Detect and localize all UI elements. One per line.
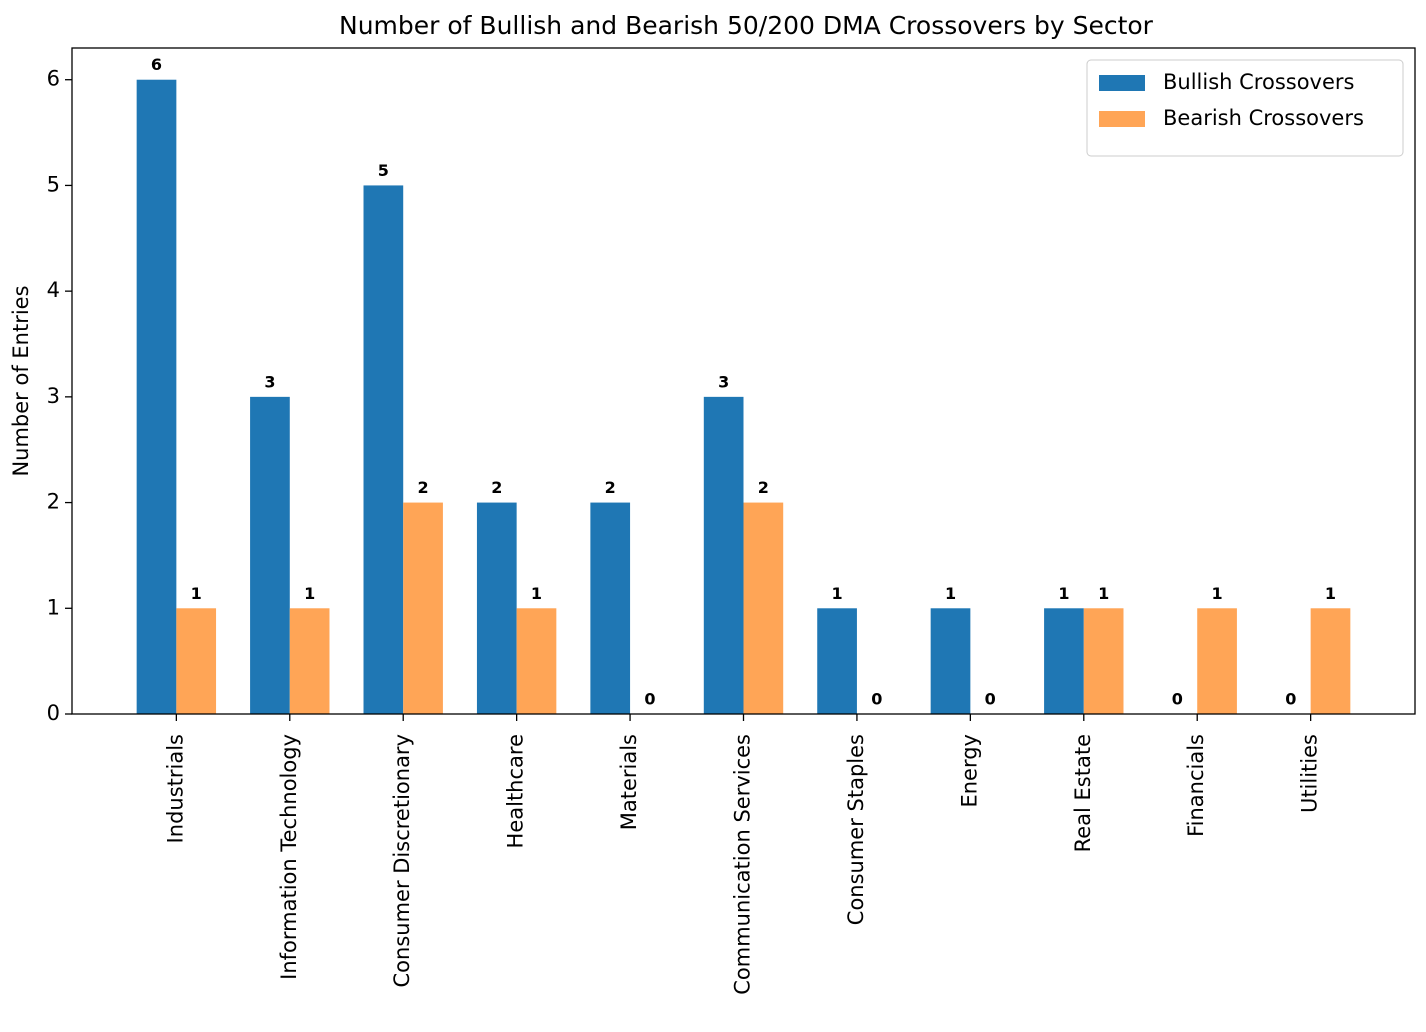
value-label: 2 (491, 478, 502, 497)
value-label: 1 (1211, 584, 1222, 603)
plot-frame (71, 47, 1416, 715)
value-label: 1 (832, 584, 843, 603)
x-tick-label: Energy (957, 734, 981, 808)
bar (363, 185, 404, 714)
x-tick-label: Consumer Discretionary (390, 734, 414, 988)
value-label: 3 (718, 372, 729, 391)
value-label: 5 (378, 161, 389, 180)
x-tick-label: Healthcare (504, 734, 528, 848)
bar (289, 608, 330, 714)
legend-box (1086, 59, 1404, 157)
value-label: 1 (304, 584, 315, 603)
value-label: 0 (644, 690, 655, 709)
y-tick-label: 6 (47, 67, 60, 91)
bar (1197, 608, 1237, 714)
value-label: 2 (417, 478, 428, 497)
bar (743, 502, 784, 714)
value-label: 1 (1058, 584, 1069, 603)
bar (476, 502, 517, 714)
legend-label: Bullish Crossovers (1163, 70, 1354, 94)
y-tick-label: 1 (47, 595, 60, 619)
bar (403, 502, 443, 714)
bar (516, 608, 557, 714)
value-label: 1 (945, 584, 956, 603)
legend-label: Bearish Crossovers (1163, 106, 1364, 130)
bar (176, 608, 217, 714)
x-tick-label: Real Estate (1071, 734, 1095, 852)
value-label: 0 (871, 690, 882, 709)
legend-swatch (1099, 111, 1145, 127)
x-tick-label: Communication Services (731, 734, 755, 995)
y-tick-label: 4 (47, 278, 60, 302)
bar (1044, 608, 1084, 714)
value-label: 1 (1098, 584, 1109, 603)
x-tick-label: Utilities (1298, 734, 1322, 813)
chart-title: Number of Bullish and Bearish 50/200 DMA… (339, 11, 1154, 40)
value-label: 2 (605, 478, 616, 497)
y-tick-label: 2 (47, 490, 60, 514)
y-tick-label: 0 (47, 701, 60, 725)
x-tick-label: Materials (617, 734, 641, 830)
y-axis-label: Number of Entries (9, 285, 33, 476)
y-tick-label: 5 (47, 172, 60, 196)
value-label: 0 (1285, 690, 1296, 709)
value-label: 1 (191, 584, 202, 603)
value-label: 1 (531, 584, 542, 603)
bar (250, 396, 290, 714)
x-tick-label: Financials (1184, 734, 1208, 837)
bar (703, 396, 744, 714)
legend-swatch (1099, 75, 1145, 91)
bar (1083, 608, 1124, 714)
bar (590, 502, 631, 714)
x-tick-label: Industrials (163, 734, 187, 843)
bar (930, 608, 971, 714)
value-label: 6 (151, 55, 162, 74)
value-label: 3 (264, 372, 275, 391)
value-label: 0 (1172, 690, 1183, 709)
bar (1310, 608, 1351, 714)
x-tick-label: Consumer Staples (844, 734, 868, 925)
bar (136, 79, 177, 714)
value-label: 0 (985, 690, 996, 709)
bar (817, 608, 857, 714)
value-label: 2 (758, 478, 769, 497)
y-tick-label: 3 (47, 384, 60, 408)
value-label: 1 (1325, 584, 1336, 603)
x-tick-label: Information Technology (277, 734, 301, 980)
